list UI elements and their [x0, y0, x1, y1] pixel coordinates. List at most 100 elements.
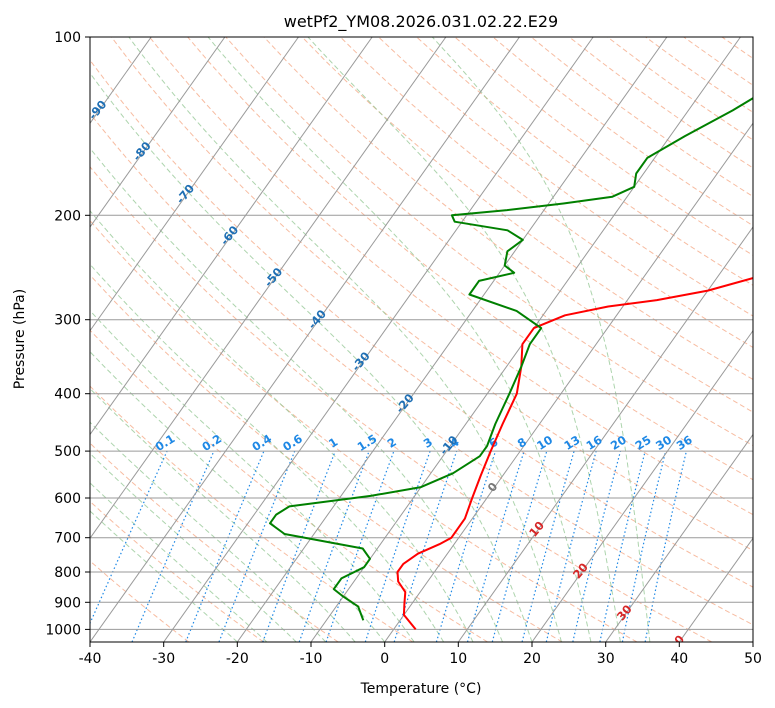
- mixing-ratio-label: 3: [421, 435, 435, 451]
- pressure-gridlines: [90, 37, 753, 630]
- dry-adiabat: [111, 37, 753, 552]
- mixing-ratio-line: [90, 450, 168, 625]
- dry-adiabat: [454, 37, 753, 256]
- dry-adiabat: [90, 219, 638, 642]
- isotherm: [457, 226, 753, 642]
- dry-adiabat: [90, 274, 563, 642]
- dry-adiabat: [90, 385, 414, 642]
- y-tick-label: 600: [54, 491, 81, 507]
- y-tick-label: 900: [54, 595, 81, 611]
- mixing-ratio-line: [599, 450, 646, 642]
- dry-adiabat: [90, 329, 488, 642]
- moist-adiabats: [90, 37, 651, 642]
- chart-title: wetPf2_YM08.2026.031.02.22.E29: [284, 12, 558, 32]
- y-tick-label: 800: [54, 565, 81, 581]
- isotherm: [752, 641, 753, 642]
- profile-series: [269, 97, 753, 631]
- x-tick-label: -10: [300, 651, 323, 667]
- x-axis-ticks: -40 -30 -20 -10 0 10 20 30 40 50: [79, 642, 762, 667]
- isotherm: [384, 122, 753, 642]
- mixing-ratio-line: [262, 450, 336, 642]
- dry-adiabat: [378, 37, 753, 317]
- mixing-ratio-line: [185, 450, 265, 642]
- dry-adiabat: [90, 112, 753, 626]
- mixing-ratio-label: 25: [633, 433, 654, 453]
- mixing-ratio-line: [521, 450, 575, 642]
- mixing-ratio-label: 16: [584, 433, 605, 453]
- y-tick-label: 1000: [45, 622, 81, 638]
- dry-adiabat: [301, 37, 753, 381]
- isotherm: [90, 37, 520, 642]
- moist-adiabat: [307, 37, 621, 642]
- isotherm: [531, 329, 753, 642]
- moist-adiabat: [90, 510, 238, 642]
- dry-adiabat: [90, 59, 753, 588]
- isotherm-label: 40: [666, 632, 687, 653]
- isotherm: [90, 37, 226, 228]
- y-tick-label: 700: [54, 531, 81, 547]
- y-tick-label: 400: [54, 387, 81, 403]
- moist-adiabat: [128, 37, 562, 642]
- dry-adiabat: [416, 37, 753, 286]
- plot-area: 0.1 0.2 0.4 0.6 1 1.5 2 3 4 6 8 10 13 16 20 25 30 36 -100…: [0, 37, 775, 653]
- y-axis-label: Pressure (hPa): [12, 289, 28, 389]
- isotherms: [0, 37, 753, 642]
- x-tick-label: 30: [597, 651, 615, 667]
- x-tick-label: -30: [152, 651, 175, 667]
- moist-adiabat: [90, 210, 474, 642]
- dry-adiabat: [683, 37, 753, 86]
- dry-adiabat: [90, 442, 339, 642]
- mixing-ratio-line: [364, 450, 431, 642]
- moist-adiabat: [90, 263, 445, 642]
- moist-adiabat: [90, 421, 327, 642]
- plot-frame: [89, 36, 754, 643]
- x-axis-label: Temperature (°C): [360, 681, 482, 697]
- moist-adiabat: [90, 72, 533, 642]
- mixing-ratio-line: [621, 450, 667, 642]
- x-tick-label: 0: [380, 651, 389, 667]
- y-axis-ticks: 100 200 300 400 500 600 700 800 900 1000: [45, 30, 90, 638]
- dry-adiabat: [339, 37, 753, 349]
- mixing-ratio-label: 10: [534, 433, 555, 453]
- moist-adiabat: [90, 147, 503, 642]
- moist-adiabat: [431, 37, 651, 642]
- x-tick-label: -20: [226, 651, 249, 667]
- moist-adiabat: [207, 37, 592, 642]
- x-tick-label: 20: [523, 651, 541, 667]
- x-tick-label: 50: [744, 651, 762, 667]
- y-tick-label: 300: [54, 313, 81, 329]
- dry-adiabat: [530, 37, 753, 198]
- mixing-ratio-label: 1: [326, 435, 340, 451]
- dry-adiabat: [149, 37, 753, 516]
- isotherm: [0, 37, 4, 642]
- x-tick-label: -40: [79, 651, 102, 667]
- mixing-ratio-line: [298, 450, 370, 642]
- dry-adiabat: [645, 37, 753, 113]
- dewpoint-profile: [269, 97, 753, 621]
- y-tick-label: 200: [54, 208, 81, 224]
- moist-adiabat: [90, 351, 386, 642]
- temperature-profile: [396, 277, 753, 631]
- isotherm: [605, 433, 753, 642]
- dry-adiabat: [90, 560, 190, 642]
- dry-adiabats: [90, 37, 775, 642]
- mixing-ratio-line: [466, 450, 525, 642]
- mixing-ratio-line: [435, 450, 497, 642]
- y-tick-label: 100: [54, 30, 81, 46]
- dry-adiabat: [263, 37, 753, 413]
- isotherm: [90, 37, 299, 332]
- mixing-ratio-line: [131, 450, 215, 642]
- isotherm-label: -100: [39, 52, 68, 83]
- isotherm: [90, 37, 373, 436]
- isotherm: [163, 37, 594, 642]
- dry-adiabat: [721, 37, 753, 60]
- dry-adiabat: [492, 37, 753, 227]
- mixing-ratio-label: 30: [653, 433, 674, 453]
- isotherm: [236, 37, 668, 642]
- dry-adiabat: [760, 37, 775, 642]
- moist-adiabat: [90, 309, 415, 642]
- x-tick-label: 40: [670, 651, 688, 667]
- mixing-ratio-line: [545, 450, 597, 642]
- moist-adiabat: [90, 452, 297, 642]
